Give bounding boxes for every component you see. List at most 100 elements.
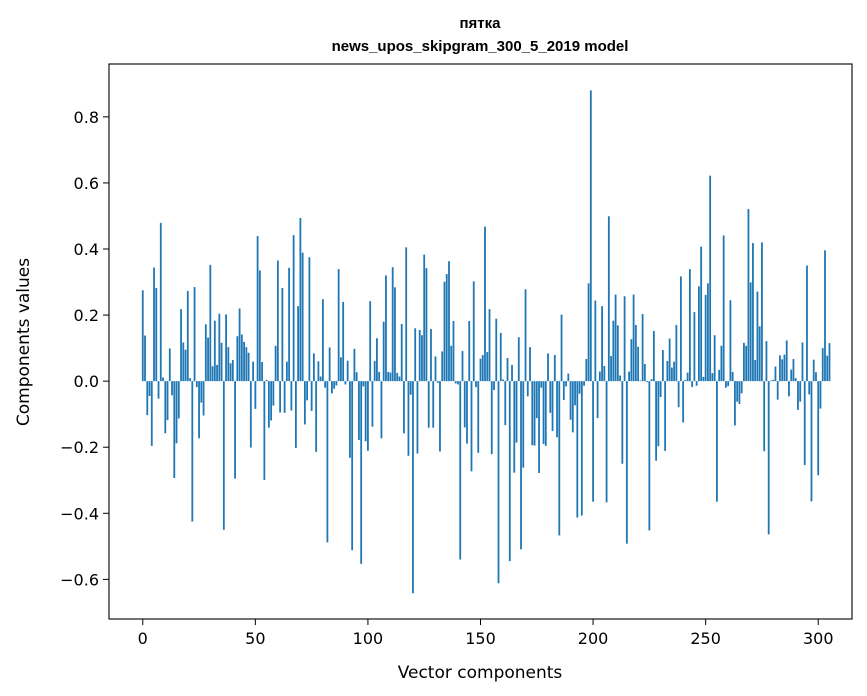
bar-244 [691,381,694,388]
bar-190 [569,381,572,420]
bar-83 [328,347,331,382]
bar-33 [216,364,218,382]
bar-63 [283,381,286,413]
bar-285 [783,354,786,382]
bar-137 [450,345,453,382]
bar-210 [614,294,617,382]
bar-259 [725,381,727,388]
bar-18 [182,342,185,382]
bar-274 [758,326,761,382]
bar-147 [472,281,475,382]
bar-154 [488,309,491,382]
bar-282 [776,381,779,400]
bar-36 [222,381,225,530]
bar-250 [704,294,707,382]
bar-291 [797,381,799,410]
bar-91 [346,360,349,382]
bar-117 [405,247,408,382]
bar-39 [229,363,232,382]
bar-145 [468,321,471,382]
bar-11 [166,381,169,421]
bar-131 [436,381,439,383]
bar-102 [371,381,374,427]
bar-166 [515,381,518,443]
bar-88 [340,357,342,382]
bar-217 [630,339,633,382]
bar-173 [531,381,534,446]
bar-261 [729,300,732,382]
bar-45 [243,341,245,382]
bars-group [141,90,831,594]
bar-188 [565,381,567,387]
bar-66 [290,381,293,411]
x-axis-label: Vector components [398,663,563,683]
bar-64 [285,361,288,382]
bar-8 [159,222,162,382]
bar-139 [454,381,457,384]
bar-149 [477,381,480,453]
bar-236 [673,361,676,382]
bar-193 [576,381,579,518]
bar-195 [580,381,583,516]
bar-105 [378,371,381,382]
bar-128 [430,328,432,382]
bar-122 [416,381,419,454]
bar-2 [146,381,149,416]
bar-169 [522,381,525,468]
bar-96 [358,381,360,440]
bar-234 [668,338,671,382]
bar-284 [781,359,784,382]
bar-89 [342,301,345,382]
bar-21 [189,378,191,382]
bar-197 [585,359,588,382]
bar-126 [425,268,428,382]
bar-302 [821,348,824,382]
bar-233 [666,360,669,382]
bar-164 [511,364,513,382]
bar-136 [448,261,450,382]
bar-94 [353,348,356,382]
bar-231 [661,350,664,382]
bar-253 [711,373,714,382]
bar-56 [267,381,270,428]
bar-27 [202,381,205,416]
bar-266 [740,381,743,394]
bar-119 [409,381,412,395]
bar-115 [400,323,403,382]
bar-192 [574,381,576,406]
bar-93 [351,381,354,551]
x-tick-label-50: 50 [245,629,265,648]
bar-174 [533,381,536,446]
bar-168 [520,381,522,550]
bar-79 [319,376,322,382]
bar-288 [790,369,793,382]
bar-30 [209,264,212,382]
bar-81 [324,381,327,388]
bar-186 [560,314,563,382]
bar-31 [211,366,214,382]
bar-216 [628,371,630,382]
bar-245 [693,312,696,382]
y-tick-label-3: 0.0 [74,372,99,391]
bar-240 [682,381,685,423]
bar-235 [670,367,673,382]
bar-152 [484,226,486,382]
y-tick-label-5: 0.4 [74,240,99,259]
bar-118 [407,381,410,456]
bar-292 [799,381,802,402]
bar-294 [803,381,806,466]
bar-183 [553,355,556,382]
bar-57 [270,381,273,421]
bar-113 [396,372,399,382]
bar-249 [702,376,705,382]
bar-61 [279,381,282,413]
bar-86 [335,381,338,386]
bar-29 [207,337,209,382]
bar-78 [317,361,320,382]
bar-228 [655,381,658,461]
bar-14 [173,381,176,478]
bar-52 [258,270,261,382]
bar-167 [517,337,520,382]
bar-287 [788,381,790,397]
bar-151 [481,355,484,382]
